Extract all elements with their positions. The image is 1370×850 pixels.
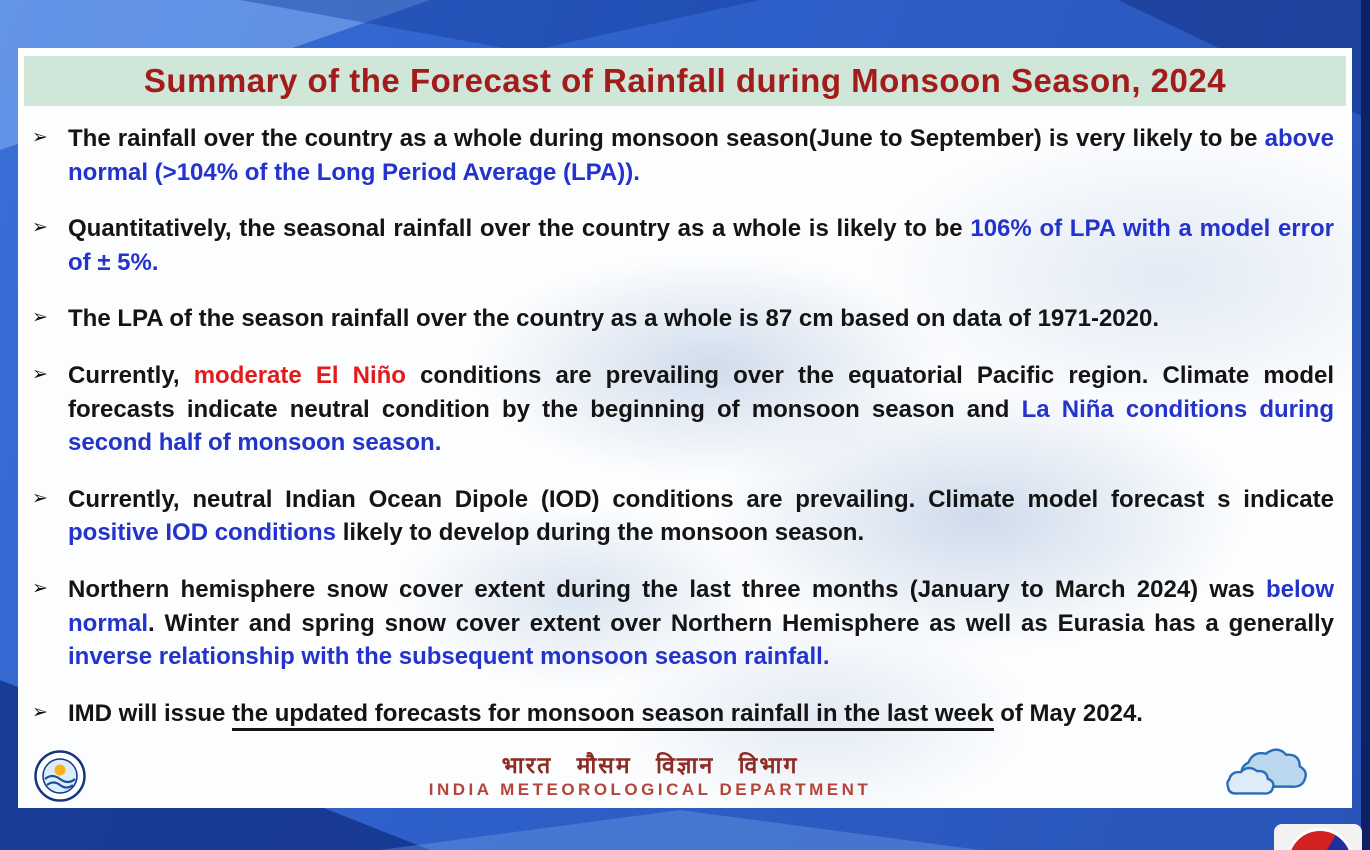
title-bar: Summary of the Forecast of Rainfall duri… (24, 56, 1346, 106)
text-segment: of May 2024. (993, 699, 1143, 727)
bullet-text: Northern hemisphere snow cover extent du… (68, 573, 1338, 674)
bullet-text: Quantitatively, the seasonal rainfall ov… (68, 212, 1338, 279)
background-triangle (240, 0, 760, 52)
channel-logo-partial (1274, 824, 1362, 850)
bullet-arrow-icon: ➢ (32, 363, 48, 385)
bullet-text: IMD will issue the updated forecasts for… (68, 697, 1338, 731)
background-triangle (380, 810, 980, 850)
text-segment: above normal (>104% of the Long Period A… (68, 125, 1334, 186)
text-segment: the updated forecasts for monsoon season… (232, 699, 994, 731)
bullet-text: The rainfall over the country as a whole… (68, 122, 1338, 189)
text-segment: Currently, neutral Indian Ocean Dipole (… (68, 485, 1334, 513)
bullet-arrow-icon: ➢ (32, 217, 48, 239)
imd-logo-icon (34, 750, 86, 802)
background-edge-strip (1361, 0, 1370, 850)
bullet-item: ➢ Currently, moderate El Niño conditions… (32, 359, 1338, 460)
channel-logo-swirl-icon (1286, 828, 1354, 850)
text-segment: positive IOD conditions (68, 519, 337, 547)
page-title: Summary of the Forecast of Rainfall duri… (143, 62, 1227, 99)
text-segment: The LPA of the season rainfall over the … (68, 305, 1160, 333)
bullet-item: ➢ Currently, neutral Indian Ocean Dipole… (32, 483, 1338, 550)
text-segment: The rainfall over the country as a whole… (68, 125, 1265, 152)
text-segment: Northern hemisphere snow cover extent du… (68, 575, 1266, 603)
bullet-arrow-icon: ➢ (32, 127, 48, 148)
bullet-arrow-icon: ➢ (32, 701, 48, 723)
text-segment: Currently, (68, 361, 194, 389)
org-name-english: INDIA METEOROLOGICAL DEPARTMENT (428, 780, 872, 800)
bullet-item: ➢ The rainfall over the country as a who… (32, 122, 1338, 189)
org-name-hindi: भारत मौसम विज्ञान विभाग (501, 752, 799, 778)
bullet-arrow-icon: ➢ (32, 307, 48, 329)
bullet-item: ➢ IMD will issue the updated forecasts f… (32, 697, 1338, 731)
text-segment: inverse relationship with the subsequent… (68, 643, 830, 671)
text-segment: . Winter and spring snow cover extent ov… (148, 609, 1334, 637)
bullet-text: Currently, moderate El Niño conditions a… (68, 359, 1338, 460)
organization-name: भारत मौसम विज्ञान विभाग INDIA METEOROLOG… (86, 752, 1214, 800)
text-segment: moderate El Niño (193, 361, 406, 389)
cloud-icon (1226, 748, 1307, 795)
bullet-text: Currently, neutral Indian Ocean Dipole (… (68, 483, 1338, 550)
text-segment: 106% of LPA with a model error of ± 5%. (68, 215, 1334, 276)
bullet-item: ➢ Northern hemisphere snow cover extent … (32, 573, 1338, 674)
bullet-list: ➢ The rainfall over the country as a who… (18, 106, 1352, 731)
bullet-arrow-icon: ➢ (32, 487, 48, 509)
bullet-item: ➢ Quantitatively, the seasonal rainfall … (32, 212, 1338, 279)
text-segment: below normal (68, 575, 1334, 637)
text-segment: likely to develop during the monsoon sea… (336, 519, 865, 547)
text-segment: La Niña conditions during second half of… (68, 395, 1334, 457)
bullet-text: The LPA of the season rainfall over the … (68, 302, 1338, 336)
text-segment: IMD will issue (68, 699, 233, 727)
slide: Summary of the Forecast of Rainfall duri… (18, 48, 1352, 808)
bullet-arrow-icon: ➢ (32, 577, 48, 599)
footer: भारत मौसम विज्ञान विभाग INDIA METEOROLOG… (18, 746, 1352, 806)
bullet-item: ➢ The LPA of the season rainfall over th… (32, 302, 1338, 336)
text-segment: conditions are prevailing over the equat… (68, 361, 1334, 423)
text-segment: Quantitatively, the seasonal rainfall ov… (68, 215, 971, 243)
